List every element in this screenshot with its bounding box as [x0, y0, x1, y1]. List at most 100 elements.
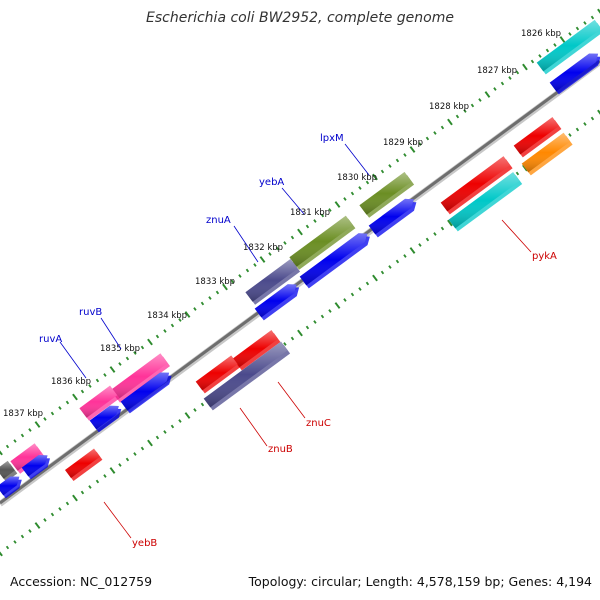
scale-label: 1836 kbp	[51, 377, 91, 387]
cds-arrow[interactable]	[0, 476, 22, 499]
scale-label: 1829 kbp	[383, 138, 423, 148]
gene-bar-red[interactable]	[232, 330, 281, 371]
gene-bar-red[interactable]	[440, 156, 513, 215]
leader-line	[281, 187, 305, 215]
gene-label-ruvB[interactable]: ruvB	[79, 307, 102, 318]
scale-label: 1828 kbp	[429, 102, 469, 112]
scale-label: 1831 kbp	[290, 208, 330, 218]
scale-tick	[365, 180, 370, 185]
gene-bar-olive[interactable]	[289, 215, 356, 270]
scale-tick	[259, 256, 266, 263]
leader-line	[59, 341, 87, 379]
scale-tick	[425, 237, 430, 242]
gene-bar-slate[interactable]	[203, 341, 291, 411]
scale-tick	[109, 467, 116, 474]
gene-label-znuC[interactable]: znuC	[306, 418, 331, 429]
scale-tick	[522, 63, 528, 71]
leader-line	[103, 501, 132, 539]
scale-tick	[447, 219, 453, 227]
scale-tick	[328, 208, 332, 212]
scale-tick	[343, 197, 347, 201]
scale-tick	[372, 173, 378, 181]
scale-label: 1827 kbp	[477, 66, 517, 76]
scale-tick	[147, 439, 153, 447]
leader-line	[344, 143, 370, 176]
scale-tick	[253, 263, 257, 267]
scale-tick	[200, 402, 205, 407]
gene-bar-teal[interactable]	[536, 19, 600, 75]
scale-tick	[388, 164, 392, 168]
scale-tick	[163, 430, 167, 434]
genome-summary: Topology: circular; Length: 4,578,159 bp…	[248, 574, 592, 589]
scale-tick	[245, 268, 250, 273]
scale-tick	[58, 406, 62, 410]
scale-tick	[365, 281, 370, 286]
scale-label: 1826 kbp	[521, 29, 561, 39]
scale-tick	[403, 153, 407, 157]
scale-tick	[268, 252, 272, 256]
scale-tick	[297, 228, 303, 236]
gene-bar-olive[interactable]	[359, 172, 415, 218]
scale-tick	[409, 146, 416, 153]
gene-bar-magenta[interactable]	[110, 353, 170, 403]
scale-tick	[350, 292, 355, 297]
gene-bar-red[interactable]	[195, 355, 241, 394]
scale-tick	[28, 428, 32, 432]
cds-arrow[interactable]	[299, 233, 370, 289]
gene-bar-slate[interactable]	[245, 259, 301, 305]
cds-arrow[interactable]	[549, 53, 600, 95]
scale-label: 1837 kbp	[3, 409, 43, 419]
scale-tick	[5, 545, 10, 550]
scale-tick	[80, 490, 85, 495]
leader-line	[501, 219, 532, 253]
scale-label: 1835 kbp	[100, 344, 140, 354]
upper-gene-labels: lpxM yebA znuA ruvB ruvA	[39, 133, 370, 379]
scale-tick	[170, 424, 175, 429]
scale-tick	[163, 329, 167, 333]
gene-bar-cyan[interactable]	[448, 172, 523, 232]
scale-label: 1830 kbp	[337, 173, 377, 183]
cds-arrow[interactable]	[254, 284, 300, 321]
gene-label-yebA[interactable]: yebA	[259, 177, 284, 188]
scale-tick	[320, 213, 325, 218]
gene-bar-gray[interactable]	[0, 460, 18, 482]
gene-label-ruvA[interactable]: ruvA	[39, 334, 62, 345]
scale-tick	[72, 494, 78, 502]
gene-bar-magenta[interactable]	[10, 443, 45, 474]
scale-tick	[440, 226, 445, 231]
gene-bar-magenta[interactable]	[79, 385, 120, 421]
scale-tick	[409, 247, 416, 254]
scale-tick	[493, 87, 497, 91]
gene-bar-red[interactable]	[65, 448, 103, 481]
scale-tick	[95, 479, 100, 484]
scale-tick	[305, 224, 310, 229]
gene-label-yebB[interactable]: yebB	[132, 538, 157, 549]
scale-tick	[109, 366, 116, 373]
gene-label-lpxM[interactable]: lpxM	[320, 133, 344, 144]
scale-tick	[538, 54, 542, 58]
cds-arrow[interactable]	[120, 372, 172, 414]
scale-tick	[0, 450, 3, 456]
scale-tick	[103, 373, 107, 377]
scale-tick	[484, 91, 491, 98]
scale-tick	[343, 298, 347, 302]
cds-arrow[interactable]	[368, 198, 417, 238]
cds-arrow[interactable]	[89, 405, 122, 433]
gene-bar-orange[interactable]	[521, 132, 573, 176]
scale-tick	[568, 32, 572, 36]
scale-tick	[178, 318, 182, 322]
scale-tick	[418, 243, 422, 247]
scale-tick	[103, 474, 107, 478]
scale-tick	[313, 219, 317, 223]
gene-bar-red[interactable]	[513, 117, 562, 158]
scale-tick	[184, 311, 191, 318]
scale-tick	[88, 485, 92, 489]
gene-label-znuA[interactable]: znuA	[206, 215, 231, 226]
cds-arrow[interactable]	[21, 455, 50, 480]
scale-tick	[65, 501, 70, 506]
scale-label: 1834 kbp	[147, 311, 187, 321]
gene-label-pykA[interactable]: pykA	[532, 251, 557, 262]
scale-tick	[238, 274, 242, 278]
scale-tick	[133, 351, 137, 355]
gene-label-znuB[interactable]: znuB	[268, 444, 293, 455]
